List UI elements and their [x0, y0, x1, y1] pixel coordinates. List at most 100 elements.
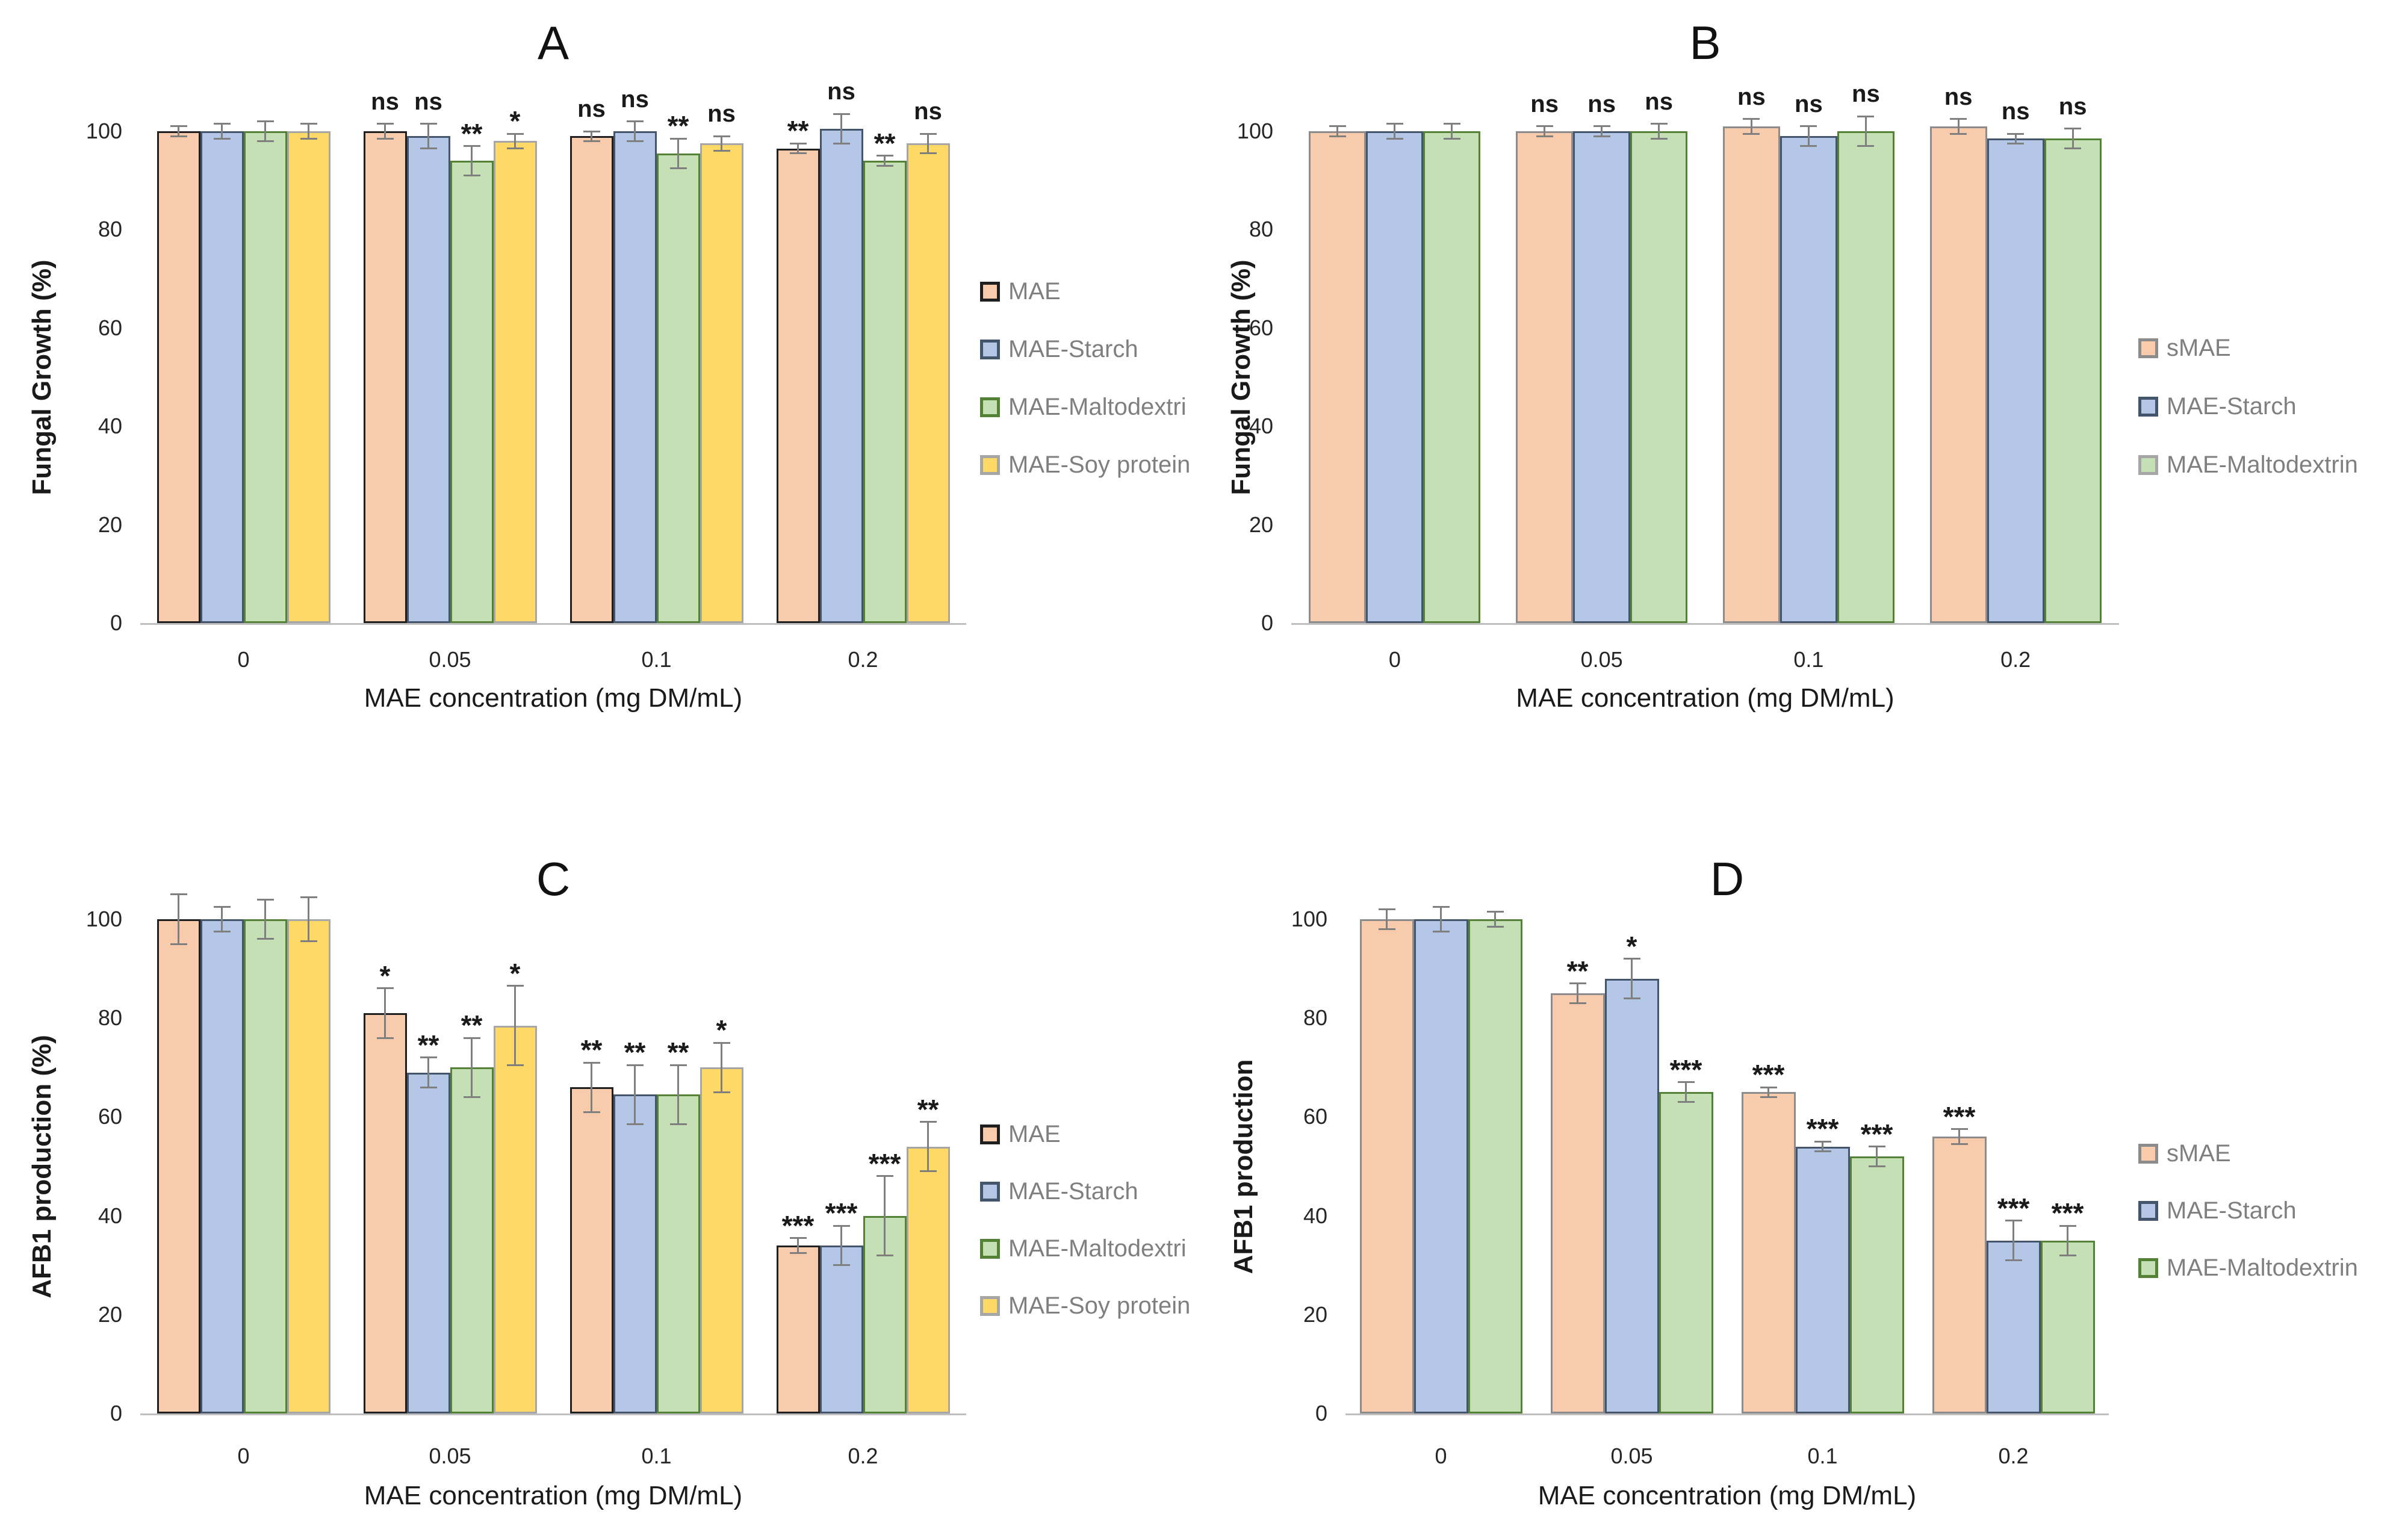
y-tick-label: 100: [85, 119, 122, 143]
legend-swatch-icon: [2138, 1258, 2158, 1278]
legend-item-mae-soy-protein: MAE-Soy protein: [980, 451, 1190, 479]
error-bar-cap-bottom: [713, 150, 730, 152]
significance-label: ns: [914, 98, 942, 125]
error-bar-cap-bottom: [789, 152, 807, 155]
x-tick-label: 0.1: [641, 1444, 672, 1468]
y-tick-label: 80: [1303, 1005, 1327, 1031]
error-bar: [1440, 907, 1442, 932]
legend-label: MAE-Maltodextri: [1008, 394, 1187, 420]
y-tick-label: 0: [1261, 610, 1273, 635]
bar-b-s2-g1: [1630, 131, 1688, 623]
y-tick-label: 80: [98, 217, 122, 242]
x-axis-title: MAE concentration (mg DM/mL): [1516, 683, 1894, 713]
error-bar-cap-top: [1329, 125, 1346, 128]
y-tick-label: 60: [1249, 315, 1273, 340]
error-bar-cap-top: [789, 142, 807, 144]
error-bar: [471, 146, 473, 176]
x-tick-label: 0.2: [848, 647, 878, 672]
error-bar-cap-bottom: [1386, 137, 1403, 140]
y-tick-label: 0: [1315, 1401, 1327, 1425]
legend-item-mae-maltodextrin: MAE-Maltodextrin: [2138, 1255, 2358, 1282]
error-bar-cap-bottom: [256, 938, 274, 940]
significance-label: ***: [1669, 1053, 1702, 1085]
error-bar: [1957, 119, 1960, 134]
plot-area-a: [140, 131, 966, 625]
significance-label: *: [509, 105, 521, 137]
bar-c-s1-g1: [406, 1072, 450, 1413]
plot-area-c: [140, 919, 966, 1415]
x-tick-label: 0.1: [641, 647, 672, 672]
significance-label: ns: [1852, 81, 1880, 108]
error-bar-cap-bottom: [1593, 135, 1610, 137]
error-bar: [2012, 1220, 2014, 1261]
significance-label: ns: [1795, 90, 1823, 117]
error-bar: [677, 138, 679, 169]
significance-label: **: [787, 115, 809, 147]
bar-c-s3-g3: [906, 1146, 950, 1413]
error-bar: [178, 894, 179, 945]
error-bar-cap-bottom: [1486, 925, 1504, 928]
legend-item-mae-starch: MAE-Starch: [980, 1178, 1138, 1205]
error-bar-cap-top: [2064, 128, 2082, 130]
error-bar-cap-bottom: [2005, 1259, 2022, 1261]
legend-swatch-icon: [2138, 397, 2158, 417]
legend-item-mae-starch: MAE-Starch: [2138, 393, 2297, 420]
significance-label: ns: [371, 88, 399, 115]
legend-item-mae-soy-protein: MAE-Soy protein: [980, 1292, 1190, 1320]
error-bar-cap-bottom: [376, 137, 394, 140]
error-bar: [2067, 1226, 2068, 1256]
error-bar-cap-top: [1650, 123, 1668, 125]
error-bar: [677, 1065, 679, 1125]
panel-b: B 0 20 40 60 80 100 Fungal Growth (%) MAE concen…: [1204, 0, 2408, 758]
error-bar: [884, 155, 886, 166]
error-bar-cap-top: [376, 123, 394, 125]
error-bar-cap-bottom: [2007, 142, 2025, 144]
legend-item-mae-starch: MAE-Starch: [2138, 1197, 2297, 1224]
error-bar-cap-top: [583, 1061, 600, 1064]
error-bar-cap-top: [1569, 982, 1586, 985]
significance-label: ***: [825, 1197, 858, 1229]
y-axis-title: Fungal Growth (%): [27, 259, 57, 495]
bar-b-s1-g1: [1573, 131, 1631, 623]
error-bar-cap-bottom: [876, 164, 893, 167]
bar-c-s0-g1: [363, 1013, 407, 1413]
error-bar: [591, 1063, 592, 1112]
error-bar: [1577, 983, 1578, 1004]
significance-label: ns: [621, 85, 649, 113]
error-bar-cap-top: [2005, 1220, 2022, 1222]
bar-a-s3-g3: [906, 143, 950, 623]
error-bar-cap-bottom: [833, 1264, 850, 1267]
bar-b-s0-g2: [1722, 126, 1780, 623]
error-bar-cap-bottom: [463, 175, 480, 177]
legend-item-mae-maltodextri: MAE-Maltodextri: [980, 394, 1187, 421]
legend-label: MAE-Starch: [1008, 1178, 1138, 1205]
error-bar: [221, 907, 223, 932]
error-bar-cap-bottom: [2059, 1254, 2076, 1256]
y-tick-label: 20: [98, 1301, 122, 1327]
legend-item-mae-maltodextri: MAE-Maltodextri: [980, 1235, 1187, 1262]
error-bar-cap-bottom: [1950, 132, 1967, 135]
error-bar-cap-bottom: [919, 1170, 937, 1173]
legend-swatch-icon: [2138, 455, 2158, 475]
error-bar: [1958, 1129, 1960, 1144]
error-bar-cap-top: [1443, 123, 1460, 125]
bar-a-s2-g3: [863, 161, 907, 623]
significance-label: **: [417, 1029, 439, 1061]
error-bar: [840, 1226, 842, 1265]
error-bar-cap-top: [256, 898, 274, 901]
error-bar: [427, 1057, 429, 1088]
significance-label: ns: [1587, 90, 1616, 117]
error-bar-cap-top: [1486, 911, 1504, 913]
y-axis-title: Fungal Growth (%): [1226, 259, 1256, 495]
error-bar-cap-bottom: [170, 135, 187, 137]
error-bar: [221, 123, 223, 139]
error-bar-cap-top: [876, 155, 893, 157]
error-bar: [721, 136, 722, 151]
error-bar-cap-top: [506, 132, 524, 135]
error-bar-cap-bottom: [1650, 137, 1668, 140]
error-bar: [471, 1038, 473, 1097]
bar-d-s1-g1: [1604, 978, 1659, 1413]
bar-b-s1-g2: [1780, 136, 1837, 623]
bar-a-s2-g2: [656, 153, 700, 623]
